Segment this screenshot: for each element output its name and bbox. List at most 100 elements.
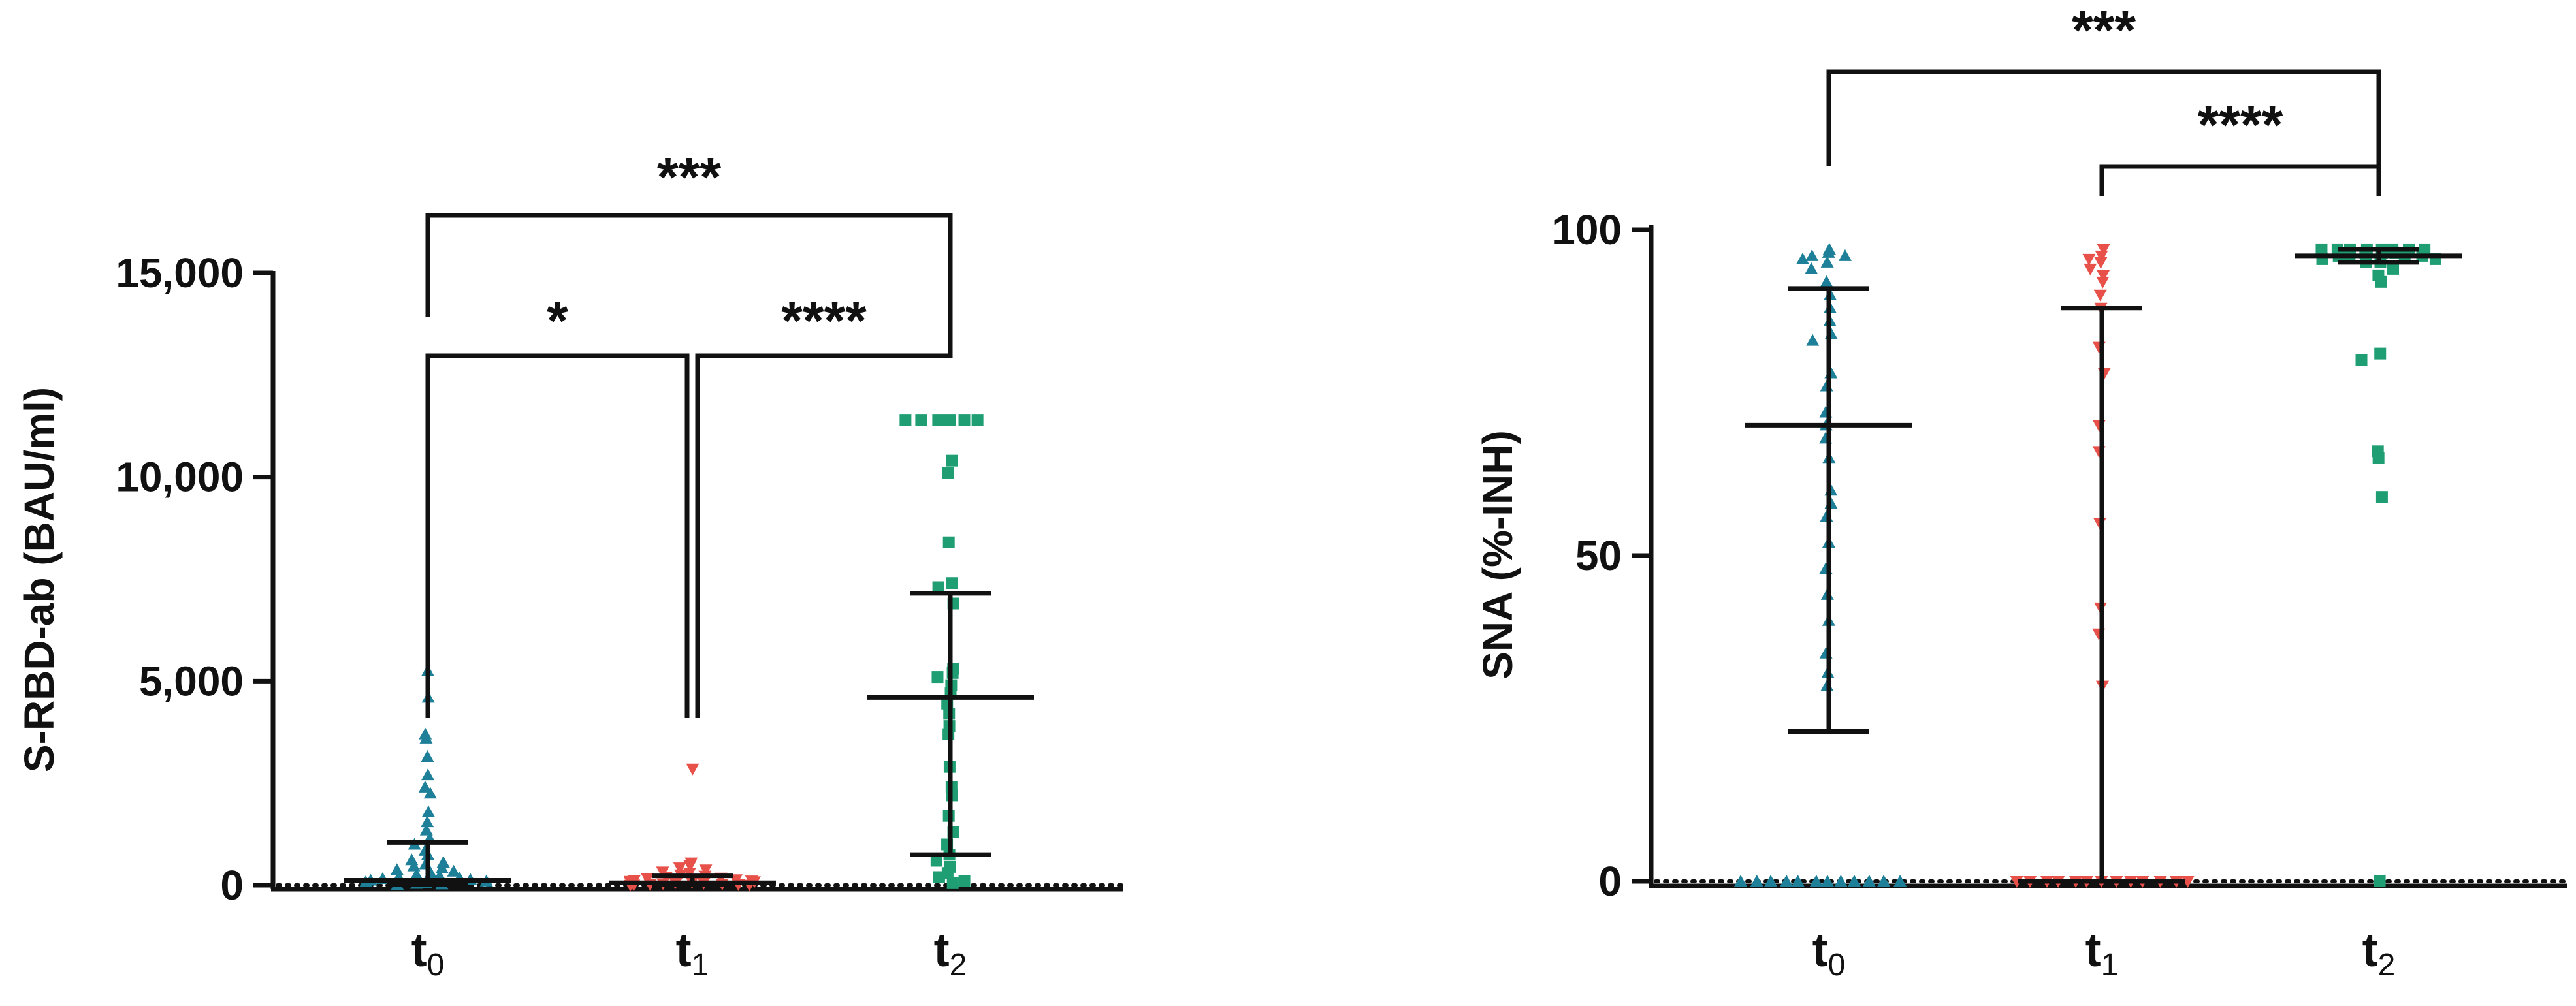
left-y-ticks: 0 5,000 10,000 15,000 [116,249,273,909]
right-y-tick-label-0: 0 [1598,858,1622,905]
right-point-t0-2 [1805,249,1819,261]
right-point-t2-21 [2375,275,2387,288]
left-point-t2-9 [946,577,958,589]
left-point-t2-6 [946,454,958,467]
left-y-tick-label-0: 0 [220,862,244,909]
left-point-t0-3 [419,731,433,744]
left-significance-brackets: **** **** [425,146,953,718]
right-significance-brackets: ******* [1826,0,2381,196]
right-point-t0-4 [1795,252,1809,264]
right-cat-label-t2: t2 [2362,924,2396,982]
left-point-t2-2 [958,414,971,426]
right-sig-bracket-0 [1826,69,2381,166]
left-y-axis-title: S-RBD-ab (BAU/ml) [16,387,63,772]
left-median-iqr [344,591,1034,887]
left-cat-label-t2: t2 [934,924,967,982]
right-point-t2-27 [2374,875,2386,887]
left-point-t0-19 [435,861,449,873]
right-point-t0-32 [1791,875,1805,887]
right-point-t1-2 [2082,253,2096,266]
right-sig-label-0: *** [2072,0,2136,61]
left-sig-bracket-2 [695,317,953,718]
right-point-t1-7 [2093,289,2107,302]
right-point-t0-33 [1848,875,1861,887]
right-point-t0-35 [1862,875,1876,887]
left-point-t0-4 [421,750,434,762]
right-point-t0-40 [1734,875,1747,887]
right-point-t2-23 [2355,354,2368,366]
left-point-t1-0 [686,763,700,776]
right-point-t0-29 [1820,875,1834,887]
left-y-tick-label-3: 15,000 [116,249,244,296]
right-point-t2-25 [2372,452,2385,464]
left-point-t1-3 [673,862,686,875]
left-point-t1-4 [699,864,713,877]
right-point-t0-30 [1809,875,1823,887]
left-point-t2-0 [944,414,956,426]
right-point-t1-4 [2084,263,2097,275]
left-point-t0-23 [410,868,423,880]
left-data-points [359,414,984,892]
left-point-t0-9 [421,815,434,828]
right-y-tick-label-2: 100 [1552,206,1622,253]
right-point-t2-7 [2315,243,2328,255]
right-point-t1-3 [2094,257,2108,269]
left-sig-bracket-0 [425,213,953,317]
left-point-t2-33 [946,877,959,889]
right-point-t1-0 [2097,244,2110,256]
left-point-t0-8 [421,805,435,817]
left-point-t2-32 [958,875,971,887]
right-cat-label-t1: t1 [2085,924,2119,982]
right-point-t2-19 [2387,262,2400,275]
right-point-t1-6 [2096,276,2110,289]
right-point-t0-12 [1806,334,1820,346]
right-category-labels: t0 t1 t2 [1812,924,2396,982]
right-cat-label-t0: t0 [1812,924,1846,982]
right-point-t0-36 [1764,875,1778,887]
left-point-t0-7 [423,787,437,799]
left-point-t0-6 [418,780,432,793]
right-point-t0-1 [1822,245,1835,258]
left-point-t0-18 [407,859,421,872]
right-point-t0-38 [1750,875,1763,887]
left-point-t2-4 [971,414,984,426]
right-point-t0-39 [1893,875,1907,887]
right-y-axis-title: SNA (%-INH) [1474,430,1521,680]
left-point-t2-31 [933,871,945,883]
right-y-tick-label-1: 50 [1575,532,1622,579]
left-point-t2-8 [942,536,955,548]
left-point-t0-16 [436,855,450,868]
left-cat-label-t1: t1 [676,924,709,982]
left-point-t2-14 [931,671,944,684]
left-sig-label-1: * [547,290,568,351]
left-point-t1-2 [683,860,697,872]
left-point-t2-3 [915,414,927,426]
left-y-tick-label-1: 5,000 [139,657,244,704]
right-point-t0-6 [1805,262,1818,274]
left-point-t2-10 [932,581,944,593]
right-point-t0-7 [1820,275,1833,287]
right-point-t1-1 [2095,250,2108,262]
left-point-t2-28 [930,855,942,867]
right-point-t1-5 [2097,270,2110,282]
right-point-t0-37 [1877,875,1891,887]
right-point-t2-22 [2374,347,2387,360]
left-point-t0-20 [390,863,404,875]
left-sig-label-2: **** [781,290,867,351]
left-point-t0-21 [447,864,460,877]
left-point-t2-1 [932,414,944,426]
left-point-t0-5 [421,768,435,781]
left-cat-label-t0: t0 [411,924,445,982]
left-category-labels: t0 t1 t2 [411,924,967,982]
right-median-iqr [1745,247,2462,884]
right-y-ticks: 0 50 100 [1552,206,1651,905]
left-sig-bracket-1 [425,353,690,718]
right-point-t0-34 [1780,875,1794,887]
right-sig-label-1: **** [2198,94,2283,155]
right-point-t0-31 [1834,875,1848,887]
right-point-t0-5 [1820,255,1834,268]
right-point-t0-3 [1838,249,1852,261]
